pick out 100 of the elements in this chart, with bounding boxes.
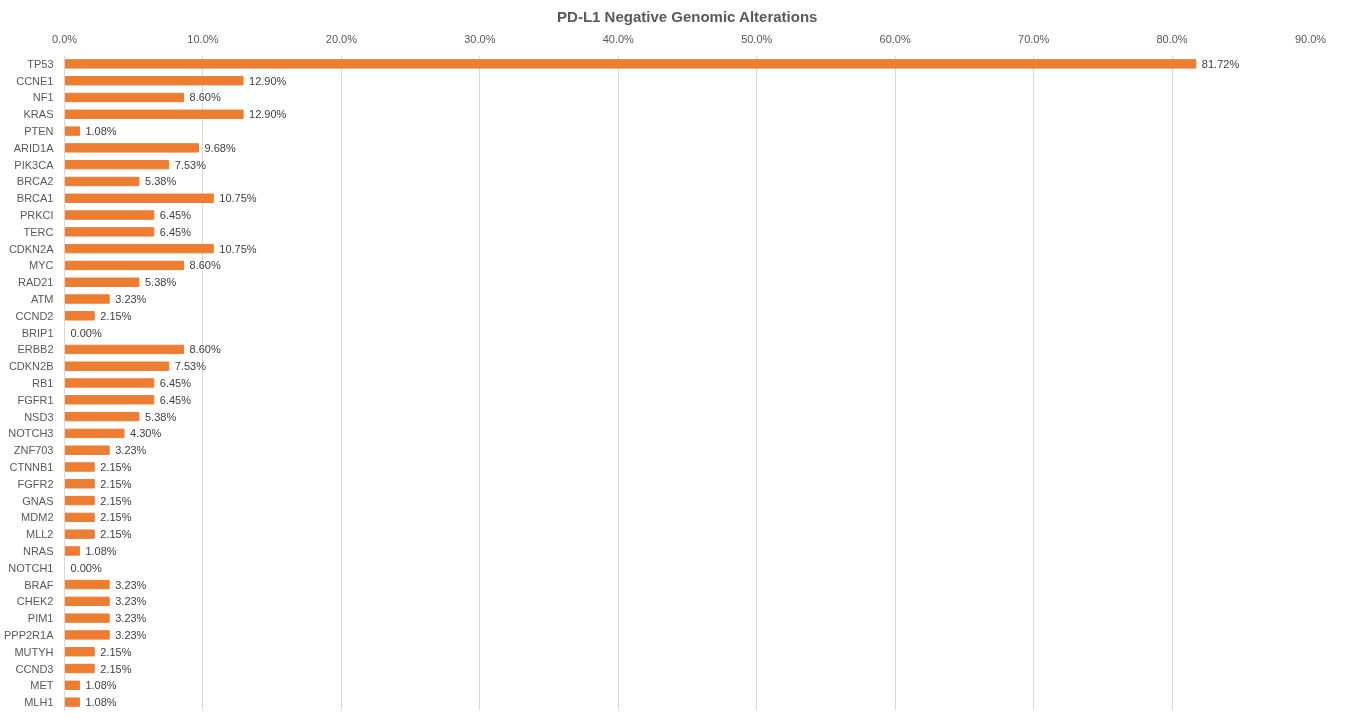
y-tick-label: MLH1 — [24, 696, 54, 709]
bar — [64, 260, 185, 271]
data-label: 7.53% — [174, 158, 207, 171]
y-tick-label: CDKN2B — [8, 360, 54, 373]
data-label: 2.15% — [100, 494, 132, 507]
x-tick-label: 60.0% — [879, 32, 911, 45]
data-label: 2.15% — [100, 528, 132, 541]
data-label: 12.90% — [249, 74, 287, 87]
y-tick-label: FGFR2 — [17, 477, 54, 490]
y-tick-label: BRIP1 — [21, 326, 54, 339]
chart-title: PD-L1 Negative Genomic Alterations — [557, 7, 818, 25]
data-label: 6.45% — [159, 377, 192, 389]
data-label: 2.15% — [100, 662, 132, 675]
y-tick-label: CDKN2A — [8, 242, 55, 255]
y-tick-label: BRAF — [24, 578, 54, 591]
bar — [64, 647, 95, 657]
data-label: 1.08% — [85, 544, 117, 557]
bar — [64, 479, 95, 489]
bar — [64, 109, 244, 119]
y-tick-label: ARID1A — [13, 141, 55, 154]
bar — [64, 495, 95, 506]
x-tick-label: 20.0% — [325, 32, 358, 45]
bar — [64, 529, 95, 539]
bar — [64, 193, 214, 203]
data-label: 4.30% — [130, 427, 162, 440]
data-label: 9.68% — [204, 141, 236, 154]
data-label: 1.08% — [85, 679, 117, 692]
data-label: 0.00% — [70, 561, 102, 574]
data-label: 8.60% — [189, 343, 221, 356]
y-tick-label: MET — [30, 679, 54, 692]
bar — [64, 462, 95, 472]
data-label: 3.23% — [115, 595, 147, 608]
bar — [64, 277, 140, 287]
y-tick-label: TERC — [23, 225, 54, 238]
y-tick-label: MLL2 — [25, 528, 54, 541]
data-label: 3.23% — [115, 444, 147, 457]
data-label: 0.00% — [70, 326, 102, 339]
bar — [64, 344, 185, 355]
bar — [64, 243, 214, 254]
bar — [64, 361, 170, 371]
y-tick-label: PTEN — [24, 125, 54, 138]
data-label: 5.38% — [144, 410, 177, 423]
data-label: 5.38% — [144, 175, 177, 188]
data-label: 6.45% — [159, 209, 192, 222]
data-label: 12.90% — [249, 108, 287, 121]
data-label: 2.15% — [100, 511, 132, 524]
y-tick-label: ATM — [31, 293, 54, 306]
bar — [64, 512, 95, 523]
bar — [64, 378, 155, 388]
y-tick-label: CCND2 — [15, 309, 54, 322]
bar — [64, 143, 200, 153]
data-label: 10.75% — [219, 242, 257, 255]
bar — [64, 176, 140, 187]
data-label: 1.08% — [85, 125, 117, 138]
x-tick-label: 40.0% — [602, 32, 635, 45]
y-tick-label: RB1 — [32, 377, 54, 389]
y-tick-label: GNAS — [22, 494, 54, 507]
y-tick-label: BRCA1 — [16, 192, 54, 205]
y-tick-label: PRKCI — [19, 209, 54, 222]
data-label: 2.15% — [100, 309, 132, 322]
y-tick-label: NRAS — [22, 544, 54, 557]
bar — [64, 613, 110, 623]
y-tick-label: CTNNB1 — [9, 460, 54, 473]
bar — [64, 159, 170, 170]
bar — [64, 411, 140, 422]
bar — [64, 630, 110, 640]
bar — [64, 663, 95, 674]
y-tick-label: MDM2 — [21, 511, 54, 524]
data-label: 10.75% — [219, 192, 257, 205]
x-tick-label: 10.0% — [187, 32, 219, 45]
data-label: 8.60% — [189, 259, 221, 272]
bar — [64, 596, 110, 607]
x-tick-label: 90.0% — [1294, 32, 1327, 45]
data-label: 5.38% — [144, 276, 177, 289]
bar — [64, 697, 80, 707]
bar — [64, 126, 80, 136]
data-label: 1.08% — [85, 696, 117, 709]
data-label: 2.15% — [100, 460, 132, 473]
y-tick-label: ERBB2 — [17, 343, 54, 356]
bar — [64, 546, 80, 556]
y-tick-label: BRCA2 — [16, 175, 54, 188]
x-tick-label: 0.0% — [51, 32, 78, 45]
y-tick-label: PIK3CA — [14, 158, 55, 171]
x-tick-label: 30.0% — [464, 32, 496, 45]
y-tick-label: RAD21 — [18, 276, 54, 289]
data-label: 2.15% — [100, 477, 132, 490]
data-label: 6.45% — [159, 225, 192, 238]
bar — [64, 210, 155, 220]
y-tick-label: MYC — [29, 259, 54, 272]
data-label: 81.72% — [1201, 57, 1240, 70]
bar — [64, 92, 185, 103]
data-label: 6.45% — [159, 393, 192, 406]
data-label: 3.23% — [115, 612, 147, 625]
bar — [64, 294, 110, 304]
y-tick-label: ZNF703 — [13, 444, 54, 457]
bar — [64, 311, 95, 321]
data-label: 2.15% — [100, 645, 132, 658]
y-tick-label: NOTCH3 — [8, 427, 54, 440]
y-tick-label: NF1 — [32, 91, 54, 104]
bar — [64, 75, 244, 86]
